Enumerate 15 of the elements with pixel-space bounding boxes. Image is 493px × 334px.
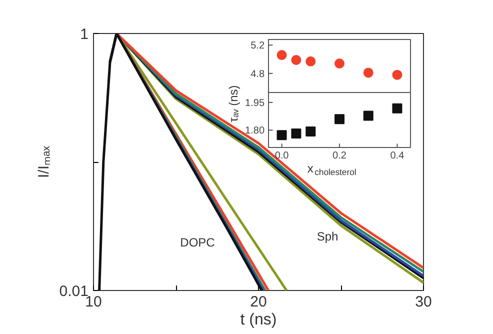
y-tick-label: 1.95 bbox=[245, 98, 265, 109]
x-tick-label: 0.2 bbox=[332, 150, 347, 162]
annotation: Sph bbox=[316, 230, 338, 244]
x-axis-title: t (ns) bbox=[240, 312, 277, 328]
y-axis-title: I/Iₘₐₓ bbox=[35, 146, 52, 178]
y-tick-label: 4.8 bbox=[250, 68, 265, 80]
annotation: DOPC bbox=[180, 236, 216, 250]
y-axis-title: τₐᵥ (ns) bbox=[226, 85, 240, 122]
y-tick-label: 5.2 bbox=[250, 40, 265, 52]
y-tick-label: 1.80 bbox=[245, 126, 265, 137]
y-tick-label: 1 bbox=[80, 26, 88, 43]
x-tick-label: 20 bbox=[250, 294, 267, 310]
x-tick-label: 0.4 bbox=[390, 150, 405, 162]
x-tick-label: 30 bbox=[415, 294, 432, 310]
x-tick-label: 0.0 bbox=[274, 150, 290, 162]
